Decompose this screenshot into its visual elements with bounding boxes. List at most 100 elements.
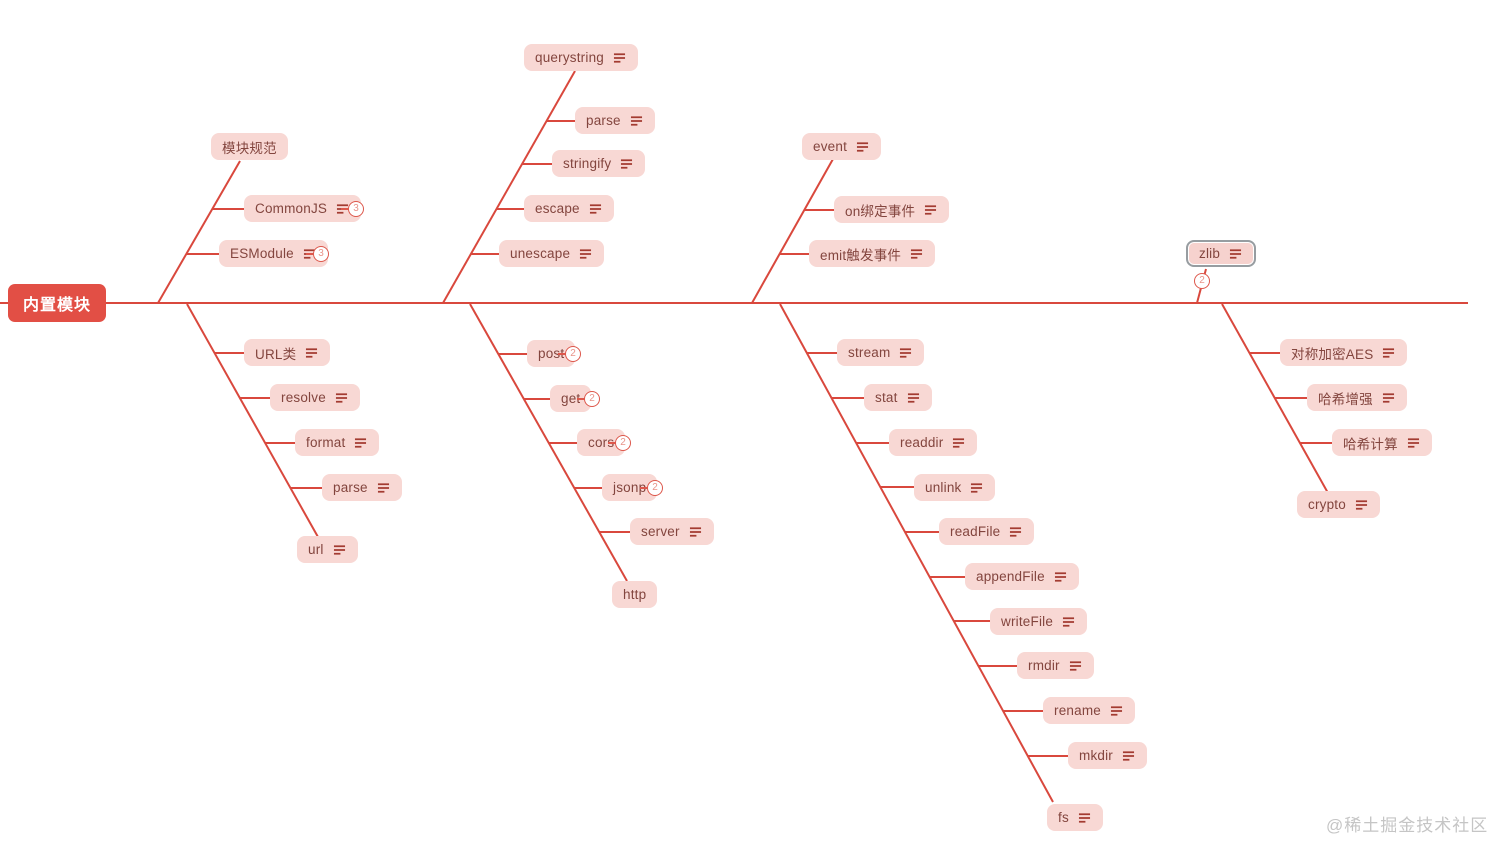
node-querystring[interactable]: querystring [524,44,638,71]
root-label: 内置模块 [23,297,92,314]
notes-icon[interactable] [1228,248,1243,260]
node-event-on[interactable]: on绑定事件 [834,196,950,223]
node-url[interactable]: url [297,536,358,563]
node-rmdir[interactable]: rmdir [1017,652,1094,679]
node-label: jsonp [613,480,647,495]
notes-icon[interactable] [353,437,368,449]
notes-icon[interactable] [304,347,319,359]
notes-icon[interactable] [969,482,984,494]
notes-icon[interactable] [1068,660,1083,672]
node-url-class[interactable]: URL类 [244,339,331,366]
node-readdir[interactable]: readdir [889,429,978,456]
node-label: http [623,587,647,602]
node-url-format[interactable]: format [295,429,380,456]
node-stream[interactable]: stream [837,339,925,366]
node-label: URL类 [255,346,297,362]
notes-icon[interactable] [334,392,349,404]
node-label: parse [586,113,621,128]
node-label: ESModule [230,246,294,261]
collapse-badge[interactable]: 2 [1194,273,1210,289]
node-label: server [641,524,680,539]
notes-icon[interactable] [855,141,870,153]
node-appendfile[interactable]: appendFile [965,563,1079,590]
collapse-badge[interactable]: 2 [615,435,631,451]
notes-icon[interactable] [578,248,593,260]
notes-icon[interactable] [1381,392,1396,404]
notes-icon[interactable] [688,526,703,538]
collapse-badge[interactable]: 3 [313,246,329,262]
node-label: parse [333,480,368,495]
notes-icon[interactable] [951,437,966,449]
notes-icon[interactable] [588,203,603,215]
collapse-badge[interactable]: 2 [647,480,663,496]
node-mkdir[interactable]: mkdir [1068,742,1147,769]
collapse-badge[interactable]: 2 [584,391,600,407]
notes-icon[interactable] [376,482,391,494]
node-rename[interactable]: rename [1043,697,1135,724]
node-label: stat [875,390,898,405]
node-label: querystring [535,50,604,65]
node-qs-escape[interactable]: escape [524,195,614,222]
notes-icon[interactable] [1008,526,1023,538]
node-url-parse[interactable]: parse [322,474,402,501]
notes-icon[interactable] [1061,616,1076,628]
node-unlink[interactable]: unlink [914,474,996,501]
notes-icon[interactable] [332,544,347,556]
collapse-badge[interactable]: 2 [565,346,581,362]
node-label: readFile [950,524,1001,539]
notes-icon[interactable] [1354,499,1369,511]
node-writefile[interactable]: writeFile [990,608,1088,635]
node-url-resolve[interactable]: resolve [270,384,360,411]
node-zlib[interactable]: zlib [1186,240,1257,267]
node-label: post [538,346,565,361]
notes-icon[interactable] [1121,750,1136,762]
notes-icon[interactable] [923,204,938,216]
node-label: stream [848,345,891,360]
node-label: escape [535,201,580,216]
node-label: on绑定事件 [845,203,916,219]
notes-icon[interactable] [909,248,924,260]
node-label: 哈希增强 [1318,391,1373,407]
node-event[interactable]: event [802,133,882,160]
node-label: cors [588,435,615,450]
node-readfile[interactable]: readFile [939,518,1035,545]
notes-icon[interactable] [619,158,634,170]
node-label: stringify [563,156,612,171]
node-label: rename [1054,703,1101,718]
node-aes[interactable]: 对称加密AES [1280,339,1408,366]
notes-icon[interactable] [1406,437,1421,449]
notes-icon[interactable] [629,115,644,127]
node-label: format [306,435,346,450]
node-server[interactable]: server [630,518,714,545]
node-label: rmdir [1028,658,1060,673]
node-http[interactable]: http [612,581,658,608]
notes-icon[interactable] [1109,705,1124,717]
notes-icon[interactable] [612,52,627,64]
node-crypto[interactable]: crypto [1297,491,1380,518]
node-label: unescape [510,246,571,261]
node-event-emit[interactable]: emit触发事件 [809,240,936,267]
node-hash-enhance[interactable]: 哈希增强 [1307,384,1407,411]
node-jsonp[interactable]: jsonp [602,474,658,501]
node-qs-unescape[interactable]: unescape [499,240,605,267]
node-label: zlib [1199,246,1221,261]
notes-icon[interactable] [906,392,921,404]
node-label: unlink [925,480,962,495]
node-label: appendFile [976,569,1045,584]
node-label: mkdir [1079,748,1113,763]
node-fs[interactable]: fs [1047,804,1103,831]
notes-icon[interactable] [1381,347,1396,359]
root-node[interactable]: 内置模块 [8,284,107,322]
node-get[interactable]: get [550,385,592,412]
collapse-badge[interactable]: 3 [348,201,364,217]
node-label: writeFile [1001,614,1054,629]
notes-icon[interactable] [898,347,913,359]
node-module-spec[interactable]: 模块规范 [211,133,288,160]
node-qs-stringify[interactable]: stringify [552,150,646,177]
notes-icon[interactable] [1077,812,1092,824]
node-hash-compute[interactable]: 哈希计算 [1332,429,1432,456]
notes-icon[interactable] [1053,571,1068,583]
node-stat[interactable]: stat [864,384,932,411]
node-qs-parse[interactable]: parse [575,107,655,134]
